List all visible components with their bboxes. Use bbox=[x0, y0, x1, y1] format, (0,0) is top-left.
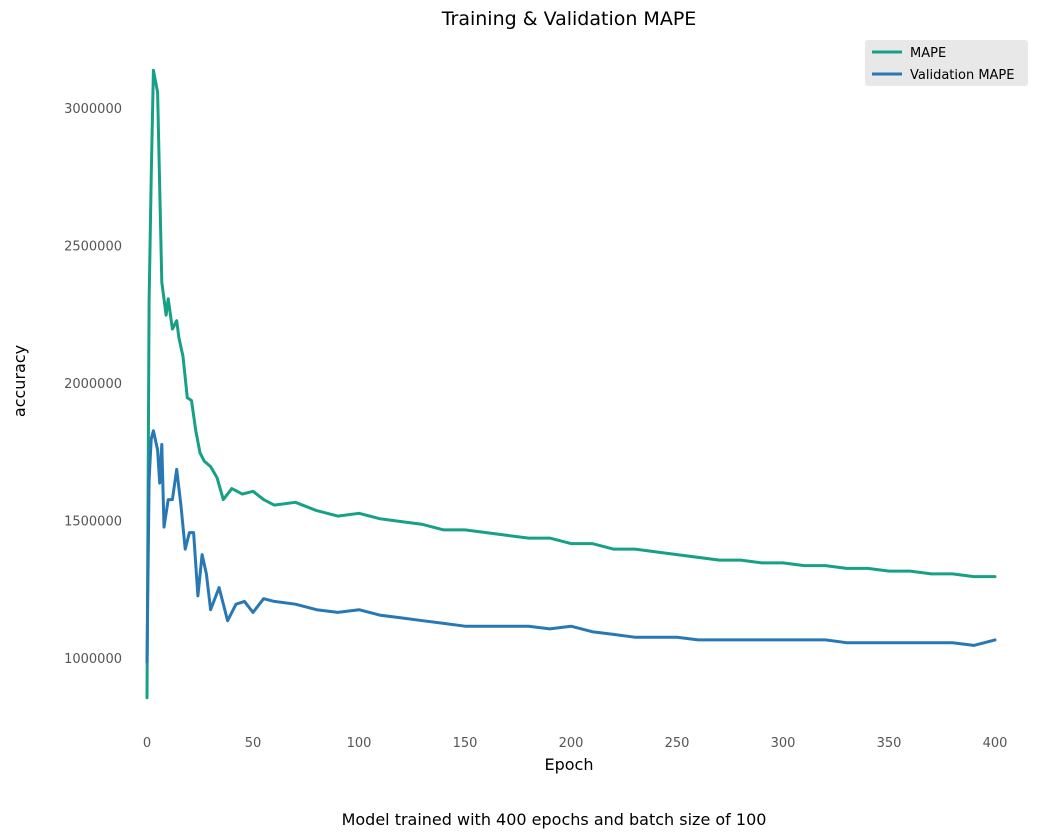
y-tick-label: 2000000 bbox=[64, 377, 122, 392]
x-tick-label: 250 bbox=[665, 736, 690, 751]
x-tick-label: 0 bbox=[143, 736, 151, 751]
y-axis-label: accuracy bbox=[10, 345, 29, 417]
x-axis-ticks: 0 50 100 150 200 250 300 350 400 bbox=[143, 736, 1008, 751]
x-axis-label: Epoch bbox=[545, 755, 594, 774]
y-tick-label: 2500000 bbox=[64, 239, 122, 254]
chart-caption: Model trained with 400 epochs and batch … bbox=[342, 810, 767, 829]
legend: MAPE Validation MAPE bbox=[865, 40, 1028, 86]
y-tick-label: 1500000 bbox=[64, 515, 122, 530]
x-tick-label: 50 bbox=[245, 736, 262, 751]
y-axis-ticks: 1000000 1500000 2000000 2500000 3000000 bbox=[64, 102, 122, 667]
legend-box bbox=[865, 40, 1028, 86]
series-line-validation-mape bbox=[145, 429, 997, 664]
plot-area bbox=[145, 68, 997, 700]
legend-label-mape: MAPE bbox=[910, 46, 946, 61]
y-tick-label: 1000000 bbox=[64, 652, 122, 667]
x-tick-label: 100 bbox=[347, 736, 372, 751]
x-tick-label: 200 bbox=[559, 736, 584, 751]
x-tick-label: 350 bbox=[877, 736, 902, 751]
legend-label-validation-mape: Validation MAPE bbox=[910, 68, 1015, 83]
chart-title: Training & Validation MAPE bbox=[441, 8, 697, 30]
x-tick-label: 150 bbox=[453, 736, 478, 751]
x-tick-label: 400 bbox=[983, 736, 1008, 751]
series-line-mape bbox=[145, 68, 997, 700]
y-tick-label: 3000000 bbox=[64, 102, 122, 117]
x-tick-label: 300 bbox=[771, 736, 796, 751]
